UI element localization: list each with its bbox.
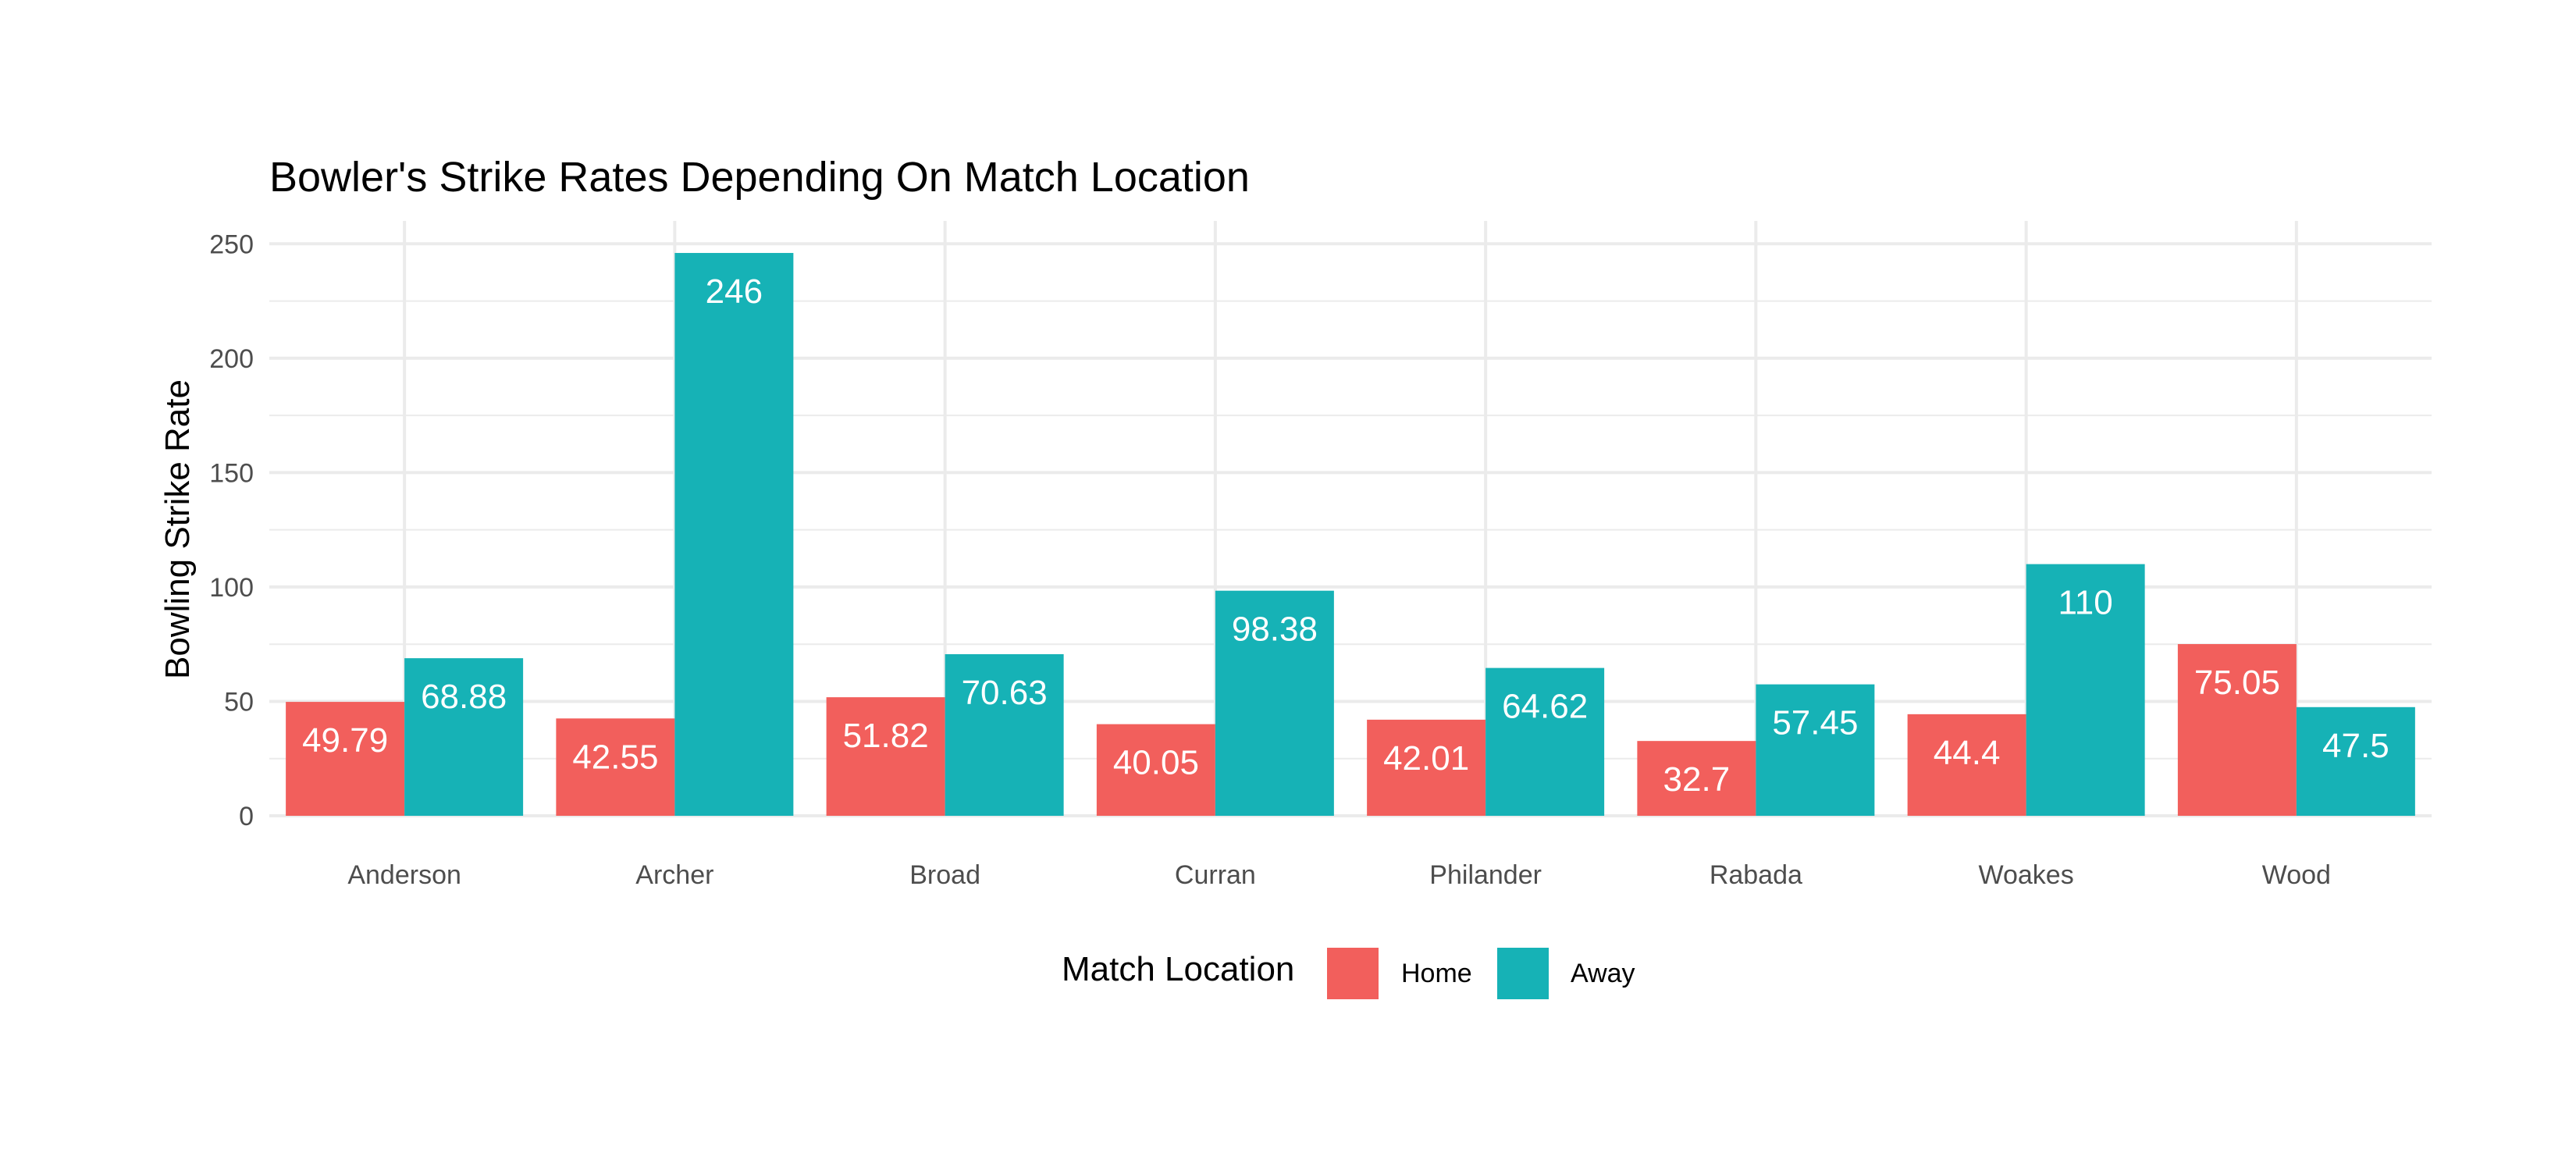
bars — [286, 253, 2415, 816]
data-label: 75.05 — [2194, 664, 2280, 702]
bar-away — [2026, 564, 2145, 816]
y-tick-label: 150 — [209, 458, 254, 488]
y-axis-title: Bowling Strike Rate — [158, 379, 197, 679]
data-label: 32.7 — [1663, 760, 1731, 799]
x-tick-label: Wood — [2262, 860, 2331, 890]
data-label: 57.45 — [1772, 704, 1858, 742]
legend-key-home — [1327, 948, 1379, 999]
y-tick-label: 200 — [209, 344, 254, 374]
data-label: 246 — [706, 272, 763, 311]
chart-title: Bowler's Strike Rates Depending On Match… — [269, 154, 1250, 201]
bar-away — [404, 658, 524, 816]
legend: Match Location Home Away — [1062, 948, 1635, 999]
x-tick-label: Rabada — [1710, 860, 1802, 890]
legend-title: Match Location — [1062, 950, 1294, 988]
y-axis: 0 50 100 150 200 250 — [209, 230, 254, 831]
bar-home — [1367, 719, 1486, 816]
bar-home — [826, 697, 945, 816]
x-tick-label: Archer — [635, 860, 713, 890]
x-tick-label: Broad — [909, 860, 980, 890]
data-label: 51.82 — [843, 717, 929, 755]
data-labels: 49.79 42.55 51.82 40.05 42.01 32.7 44.4 75.05 68… — [302, 272, 2389, 799]
y-tick-label: 250 — [209, 230, 254, 259]
x-tick-label: Woakes — [1979, 860, 2074, 890]
bar-home — [556, 718, 675, 816]
x-tick-label: Philander — [1429, 860, 1542, 890]
legend-label: Away — [1571, 959, 1635, 988]
y-tick-label: 0 — [239, 802, 254, 831]
legend-label: Home — [1401, 959, 1472, 988]
bar-home — [2177, 644, 2297, 816]
x-tick-label: Anderson — [347, 860, 461, 890]
bar-away — [2296, 707, 2415, 816]
bar-away — [674, 253, 794, 816]
data-label: 44.4 — [1934, 734, 2001, 772]
x-axis: Anderson Archer Broad Curran Philander Rabada… — [347, 860, 2331, 890]
bar-home — [1096, 724, 1215, 816]
bar-away — [1215, 590, 1334, 816]
data-label: 70.63 — [962, 674, 1048, 712]
bar-away — [945, 653, 1064, 816]
data-label: 42.01 — [1383, 739, 1469, 778]
data-label: 47.5 — [2322, 727, 2389, 765]
bar-home — [1907, 714, 2026, 816]
data-label: 98.38 — [1232, 610, 1318, 649]
x-tick-label: Curran — [1175, 860, 1256, 890]
bar-away — [1485, 667, 1605, 816]
data-label: 40.05 — [1113, 744, 1199, 782]
data-label: 68.88 — [421, 678, 507, 716]
bar-away — [1756, 684, 1875, 816]
bar-home — [286, 702, 405, 816]
y-tick-label: 50 — [224, 687, 254, 717]
bar-home — [1637, 741, 1756, 816]
data-label: 42.55 — [572, 738, 658, 776]
data-label: 64.62 — [1502, 688, 1588, 726]
y-tick-label: 100 — [209, 573, 254, 603]
data-label: 49.79 — [302, 721, 388, 760]
legend-key-away — [1497, 948, 1549, 999]
data-label: 110 — [2058, 584, 2113, 622]
